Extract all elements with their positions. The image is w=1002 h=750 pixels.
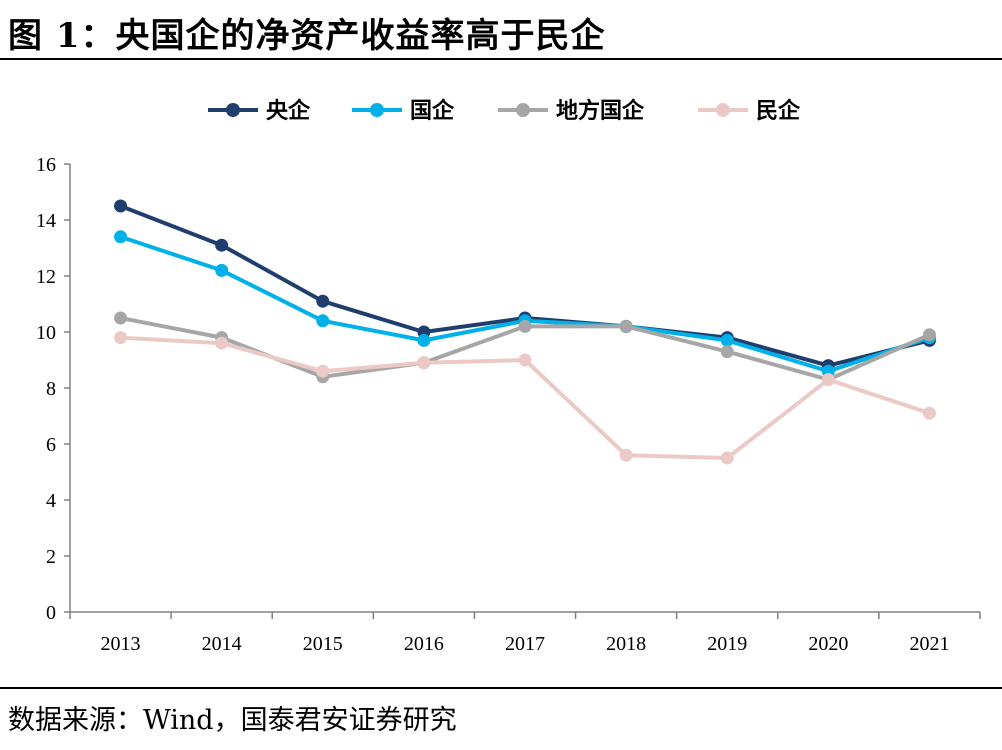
data-point xyxy=(619,319,633,333)
figure-title: 图 1：央国企的净资产收益率高于民企 xyxy=(8,16,606,56)
data-point xyxy=(922,328,936,342)
x-tick-label: 2020 xyxy=(808,633,848,655)
data-point xyxy=(316,364,330,378)
source-note: 数据来源：Wind，国泰君安证券研究 xyxy=(8,705,457,736)
legend-swatch-marker xyxy=(226,103,240,117)
x-tick-label: 2014 xyxy=(202,633,242,655)
series-line xyxy=(119,204,930,368)
data-point xyxy=(215,263,229,277)
data-point xyxy=(215,238,229,252)
y-tick-label: 2 xyxy=(46,546,56,568)
x-tick-label: 2021 xyxy=(909,633,949,655)
x-tick-label: 2016 xyxy=(404,633,444,655)
y-tick-label: 12 xyxy=(36,266,56,288)
y-tick-label: 14 xyxy=(36,210,56,232)
data-point xyxy=(922,406,936,420)
data-point xyxy=(417,333,431,347)
series-民企 xyxy=(114,331,936,465)
data-point xyxy=(619,448,633,462)
y-tick-label: 16 xyxy=(36,154,56,176)
data-point xyxy=(114,230,128,244)
y-tick-label: 8 xyxy=(46,378,56,400)
title-rule xyxy=(0,58,1002,60)
source-rule xyxy=(0,687,1002,689)
roe-line-chart: 央企 国企 地方国企 民企 0 2 4 6 8 10 12 14 16 2013 2014 2015 2016… xyxy=(36,98,981,655)
legend-swatch-marker xyxy=(716,103,730,117)
data-point xyxy=(720,451,734,465)
y-tick-label: 0 xyxy=(46,602,56,624)
x-tick-label: 2018 xyxy=(606,633,646,655)
data-point xyxy=(518,353,532,367)
legend-label: 国企 xyxy=(410,98,455,124)
legend-label: 央企 xyxy=(266,98,311,124)
data-point xyxy=(417,356,431,370)
x-tick-label: 2019 xyxy=(707,633,747,655)
data-point xyxy=(316,314,330,328)
legend: 央企 国企 地方国企 民企 xyxy=(208,98,801,124)
data-point xyxy=(114,199,128,213)
data-point xyxy=(114,331,128,345)
data-point xyxy=(518,319,532,333)
legend-label: 地方国企 xyxy=(556,98,645,124)
y-tick-label: 4 xyxy=(46,490,56,512)
data-point xyxy=(720,345,734,359)
axes: 0 2 4 6 8 10 12 14 16 2013 2014 2015 2016 2017 2018 201… xyxy=(36,154,981,655)
series-lines xyxy=(114,199,936,465)
legend-swatch-marker xyxy=(370,103,384,117)
data-point xyxy=(316,294,330,308)
data-point xyxy=(215,336,229,350)
legend-swatch-marker xyxy=(516,103,530,117)
legend-label: 民企 xyxy=(756,98,801,124)
y-tick-label: 6 xyxy=(46,434,56,456)
x-tick-label: 2017 xyxy=(505,633,545,655)
x-tick-label: 2015 xyxy=(303,633,343,655)
data-point xyxy=(114,311,128,325)
y-tick-label: 10 xyxy=(36,322,56,344)
data-point xyxy=(720,333,734,347)
data-point xyxy=(821,373,835,387)
x-tick-label: 2013 xyxy=(101,633,141,655)
